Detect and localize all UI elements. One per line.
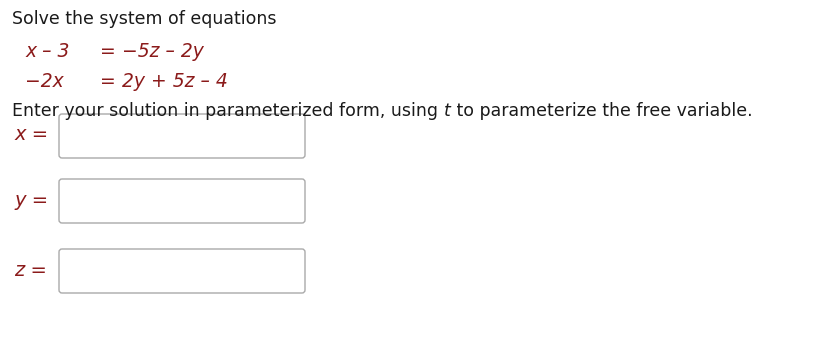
Text: y =: y = — [14, 191, 48, 209]
Text: Enter your solution in parameterized form, using: Enter your solution in parameterized for… — [12, 102, 443, 120]
Text: −2x: −2x — [25, 72, 64, 91]
Text: 2y + 5z – 4: 2y + 5z – 4 — [122, 72, 227, 91]
Text: x =: x = — [14, 126, 48, 145]
Text: Solve the system of equations: Solve the system of equations — [12, 10, 276, 28]
Text: =: = — [100, 72, 116, 91]
Text: x – 3: x – 3 — [25, 42, 69, 61]
Text: z =: z = — [14, 261, 47, 280]
FancyBboxPatch shape — [59, 114, 305, 158]
Text: t: t — [444, 102, 451, 120]
Text: −5z – 2y: −5z – 2y — [122, 42, 204, 61]
FancyBboxPatch shape — [59, 179, 305, 223]
FancyBboxPatch shape — [59, 249, 305, 293]
Text: to parameterize the free variable.: to parameterize the free variable. — [451, 102, 752, 120]
Text: =: = — [100, 42, 116, 61]
